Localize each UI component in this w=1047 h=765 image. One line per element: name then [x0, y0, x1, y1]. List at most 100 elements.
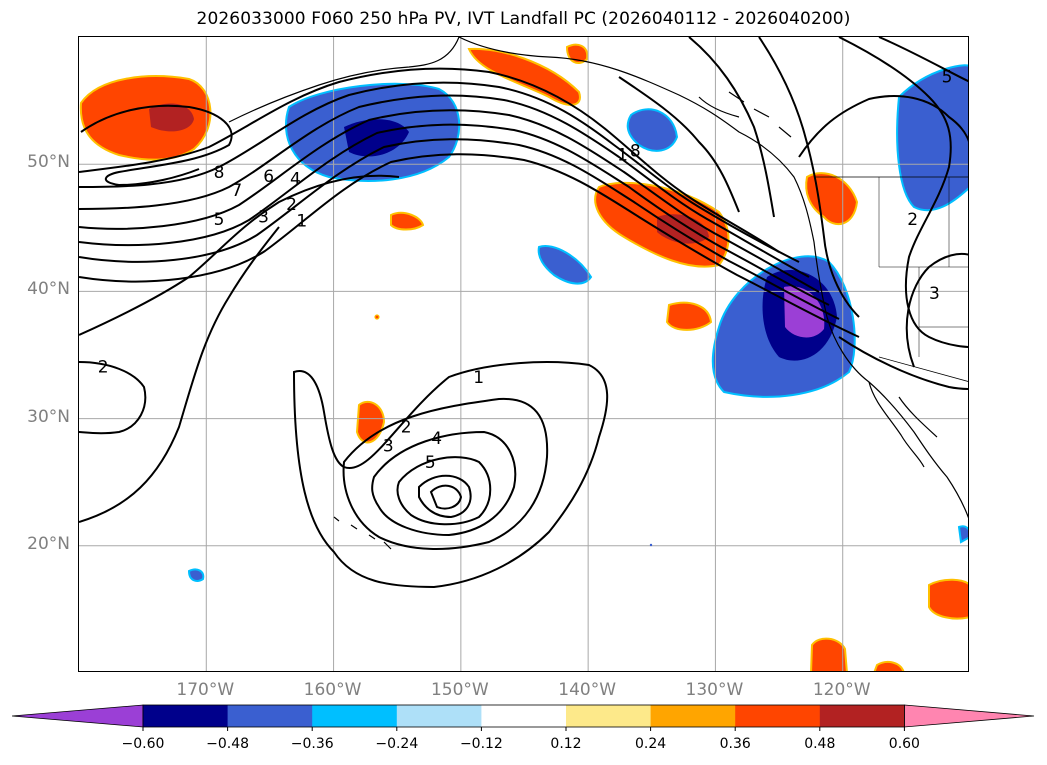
- colorbar-segment: [735, 705, 821, 727]
- pv-positive-area: [79, 75, 212, 161]
- contour-line: [79, 123, 830, 306]
- contour-line: [878, 37, 968, 83]
- map-title: 2026033000 F060 250 hPa PV, IVT Landfall…: [196, 9, 851, 29]
- contour-label: 4: [290, 169, 301, 189]
- contour-line: [798, 95, 968, 158]
- contour-line: [838, 336, 968, 390]
- contour-line: [79, 109, 820, 293]
- pv-positive-area: [665, 301, 713, 331]
- contour-line: [618, 76, 740, 213]
- gulf-of-california: [898, 396, 938, 438]
- colorbar-segment: [312, 705, 398, 727]
- longitude-tick-label: 120°W: [812, 680, 871, 700]
- colorbar-tick-label: 0.48: [804, 736, 836, 752]
- longitude-tick-label: 140°W: [558, 680, 617, 700]
- contour-line: [79, 67, 780, 253]
- contour-label: 7: [231, 181, 242, 201]
- contour-label: 5: [425, 453, 436, 473]
- contour-line: [396, 456, 492, 526]
- colorbar-segment: [227, 705, 313, 727]
- contour-line: [79, 361, 147, 435]
- us-mexico-border: [878, 356, 968, 382]
- contour-line: [79, 174, 400, 336]
- latitude-tick-label: 40°N: [27, 279, 70, 300]
- island-dot: [649, 543, 653, 547]
- contour-line: [758, 37, 860, 318]
- colorbar-segment: [650, 705, 736, 727]
- contour-label: 3: [929, 284, 940, 304]
- contour-line: [79, 138, 840, 320]
- island-dot: [374, 314, 380, 320]
- colorbar-outline: [142, 704, 905, 728]
- contour-label: 2: [401, 418, 412, 438]
- longitude-tick-label: 130°W: [685, 680, 744, 700]
- colorbar-segment: [143, 705, 229, 727]
- pv-negative-extreme: [784, 286, 825, 338]
- contour-label: 4: [431, 429, 442, 449]
- contour-label: 1: [296, 211, 307, 231]
- coastlines: [228, 37, 968, 550]
- colorbar-tick-label: 0.60: [888, 736, 920, 752]
- contour-line: [79, 226, 280, 523]
- contour-label: 5: [942, 68, 953, 88]
- pv-positive-area: [467, 47, 581, 106]
- alaska-coast: [228, 37, 460, 123]
- contour-label: 3: [258, 208, 269, 228]
- contour-line: [79, 94, 810, 278]
- colorbar-tick-label: 0.36: [719, 736, 751, 752]
- contour-label: 2: [98, 358, 109, 378]
- contour-label: 8: [630, 141, 641, 161]
- contour-line: [429, 484, 463, 510]
- latitude-tick-label: 50°N: [27, 152, 70, 173]
- colorbar-tick-label: −0.24: [375, 736, 419, 752]
- pv-negative-area: [626, 108, 679, 152]
- state-borders: [878, 177, 968, 357]
- colorbar-tick-label: −0.60: [121, 736, 165, 752]
- colorbar-extend-high: [904, 704, 1035, 728]
- contour-line: [79, 81, 800, 263]
- pv-negative-area: [187, 568, 205, 582]
- colorbar: [12, 704, 1035, 731]
- pv-positive-area: [565, 43, 589, 64]
- colorbar-tick-label: −0.48: [206, 736, 250, 752]
- contour-line: [418, 474, 472, 519]
- pv-positive-area: [810, 637, 848, 671]
- contour-line: [905, 252, 968, 368]
- bc-islands: [698, 91, 792, 138]
- contour-label: 5: [214, 210, 225, 230]
- pv-positive-area: [805, 172, 859, 226]
- pv-negative-area: [957, 525, 968, 544]
- colorbar-tick-label: −0.36: [290, 736, 334, 752]
- pv-positive-area: [390, 211, 425, 231]
- colorbar-extend-low: [12, 704, 144, 728]
- pv-positive-area: [873, 660, 905, 671]
- contour-line: [80, 104, 233, 187]
- baja-coast: [868, 381, 925, 468]
- pv-negative-area: [537, 245, 593, 285]
- longitude-tick-label: 150°W: [430, 680, 489, 700]
- contour-label: 8: [214, 163, 225, 183]
- contour-line: [342, 397, 549, 550]
- contour-line: [371, 430, 517, 537]
- contour-lines: [79, 37, 968, 589]
- longitude-tick-label: 160°W: [303, 680, 362, 700]
- colorbar-segment: [481, 705, 567, 727]
- pv-shading: [79, 43, 968, 671]
- colorbar-tick-label: 0.12: [550, 736, 582, 752]
- pv-negative-core: [344, 119, 409, 157]
- colorbar-tick-label: −0.12: [459, 736, 503, 752]
- hawaii-islands: [333, 516, 392, 550]
- colorbar-segment: [819, 705, 905, 727]
- contour-line: [838, 37, 968, 348]
- latitude-tick-label: 30°N: [27, 406, 70, 427]
- colorbar-tick-label: 0.24: [635, 736, 667, 752]
- contour-label: 2: [907, 210, 918, 230]
- contour-line: [688, 37, 775, 218]
- pv-negative-area: [896, 64, 968, 212]
- contour-label: 6: [263, 167, 274, 187]
- contour-label: 1: [617, 145, 628, 165]
- pv-positive-core: [149, 103, 194, 132]
